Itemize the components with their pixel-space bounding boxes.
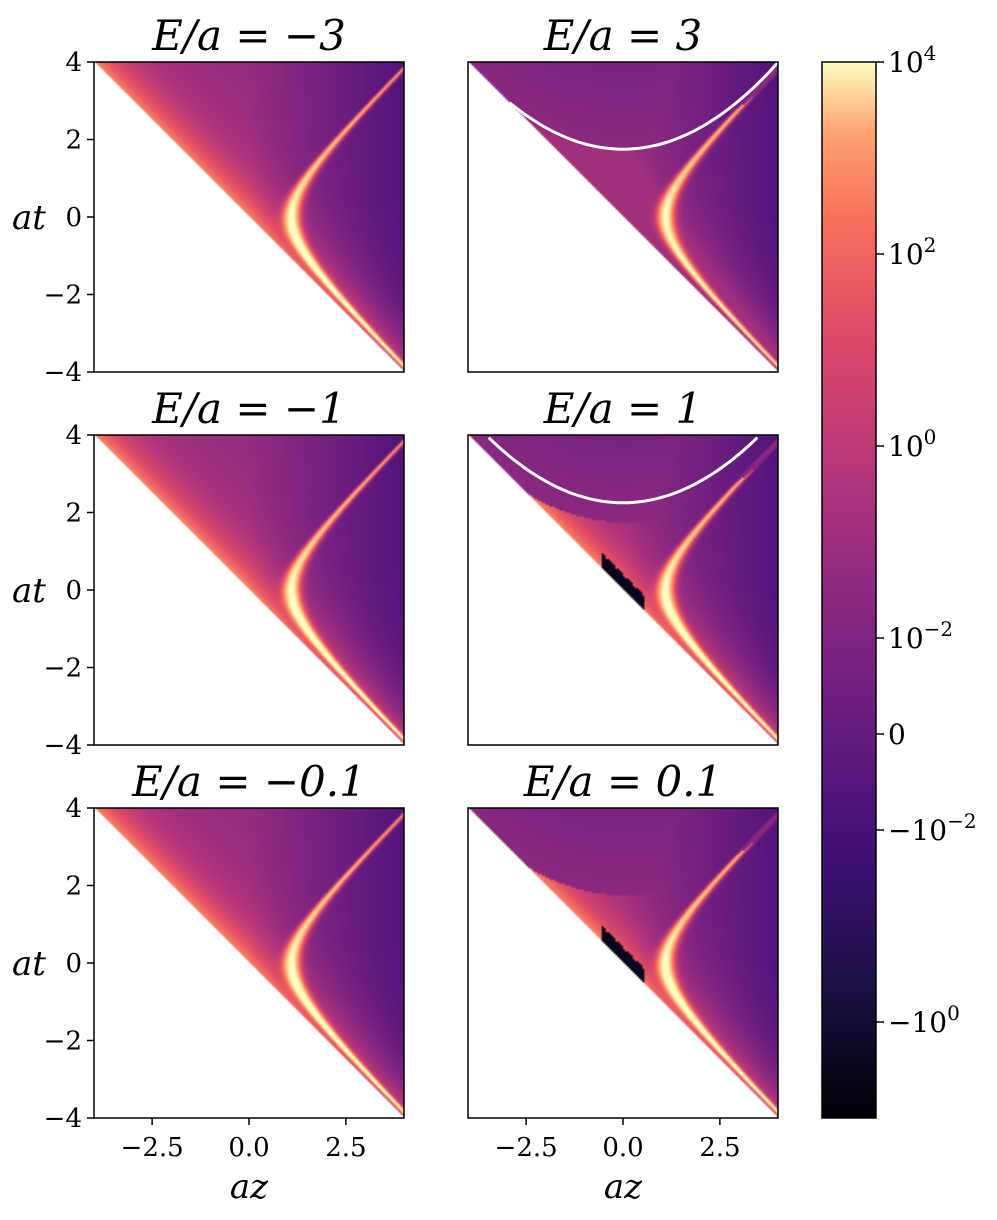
x-tick-label: 0.0 bbox=[228, 1133, 269, 1163]
colorbar-tick-label: 102 bbox=[888, 233, 936, 271]
colorbar-tick-label: 10−2 bbox=[888, 617, 953, 655]
y-axis-label: at bbox=[12, 571, 46, 611]
axes-frame bbox=[467, 434, 779, 746]
y-tick-label: 4 bbox=[65, 421, 82, 451]
y-tick-label: −4 bbox=[44, 731, 82, 761]
axes-frame bbox=[467, 61, 779, 373]
colorbar-tick-label: 100 bbox=[888, 425, 936, 463]
y-tick-label: −4 bbox=[44, 1104, 82, 1134]
y-tick-label: 2 bbox=[65, 872, 82, 902]
panel-title: E/a = −1 bbox=[151, 384, 346, 433]
y-tick-label: 0 bbox=[65, 949, 82, 979]
y-tick-label: 0 bbox=[65, 576, 82, 606]
panel-title: E/a = −0.1 bbox=[131, 757, 366, 806]
heatmap-image bbox=[468, 62, 778, 372]
x-axis-label: az bbox=[230, 1167, 269, 1207]
colorbar-gradient bbox=[822, 62, 876, 1118]
heatmap-image bbox=[468, 435, 778, 745]
y-tick-label: −2 bbox=[44, 1027, 82, 1057]
y-tick-label: 4 bbox=[65, 48, 82, 78]
heatmap-image bbox=[94, 435, 404, 745]
y-tick-label: 2 bbox=[65, 499, 82, 529]
colorbar: 104 102 100 10−2 0 −10−2 −100 bbox=[821, 41, 977, 1119]
y-tick-label: 4 bbox=[65, 794, 82, 824]
panel-title: E/a = 0.1 bbox=[523, 757, 723, 806]
x-tick-label: −2.5 bbox=[121, 1133, 184, 1163]
panel-5: E/a = 0.1 −2.5 0.0 2.5 az bbox=[467, 757, 779, 1207]
heatmap-image bbox=[94, 62, 404, 372]
x-tick-label: 2.5 bbox=[325, 1133, 366, 1163]
y-tick-label: 2 bbox=[65, 126, 82, 156]
colorbar-tick-label: −100 bbox=[888, 1001, 960, 1039]
zero-contour bbox=[508, 61, 780, 151]
panel-0: E/a = −3 4 2 0 −2 −4 at bbox=[12, 11, 405, 388]
y-tick-label: −2 bbox=[44, 281, 82, 311]
colorbar-tick-label: 104 bbox=[888, 41, 936, 79]
x-tick-label: 2.5 bbox=[699, 1133, 740, 1163]
colorbar-frame bbox=[821, 61, 877, 1119]
panel-3: E/a = 1 bbox=[467, 384, 779, 746]
panel-title: E/a = 3 bbox=[543, 11, 702, 60]
y-tick-label: −4 bbox=[44, 358, 82, 388]
panel-2: E/a = −1 4 2 0 −2 −4 at bbox=[12, 384, 405, 761]
heatmap-image bbox=[468, 808, 778, 1118]
y-tick-label: −2 bbox=[44, 654, 82, 684]
y-tick-label: 0 bbox=[65, 203, 82, 233]
panel-1: E/a = 3 bbox=[467, 11, 780, 373]
x-tick-label: 0.0 bbox=[602, 1133, 643, 1163]
x-axis-label: az bbox=[604, 1167, 643, 1207]
y-axis-label: at bbox=[12, 198, 46, 238]
y-axis-label: at bbox=[12, 944, 46, 984]
heatmap-image bbox=[94, 808, 404, 1118]
panel-title: E/a = −3 bbox=[151, 11, 346, 60]
panel-title: E/a = 1 bbox=[543, 384, 702, 433]
x-tick-label: −2.5 bbox=[495, 1133, 558, 1163]
zero-contour bbox=[487, 436, 759, 505]
panels-layer: E/a = −3 4 2 0 −2 −4 at E/a = 3 E/a = −1 4 2 0 −2 −4 a… bbox=[12, 11, 780, 1207]
colorbar-tick-label: 0 bbox=[888, 718, 906, 751]
colorbar-tick-label: −10−2 bbox=[888, 809, 977, 847]
panel-4: E/a = −0.1 4 2 0 −2 −4 at −2.5 0.0 2.5 az bbox=[12, 757, 405, 1207]
